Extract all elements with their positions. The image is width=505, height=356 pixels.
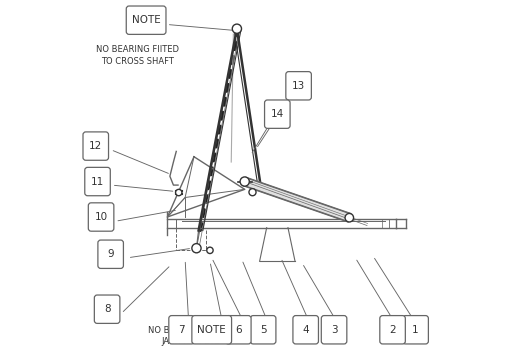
Text: NOTE: NOTE <box>132 15 161 25</box>
FancyBboxPatch shape <box>293 315 319 344</box>
Circle shape <box>232 24 241 33</box>
FancyBboxPatch shape <box>98 240 123 268</box>
FancyBboxPatch shape <box>380 315 406 344</box>
FancyBboxPatch shape <box>169 315 194 344</box>
FancyBboxPatch shape <box>192 315 232 344</box>
Circle shape <box>192 244 201 253</box>
FancyBboxPatch shape <box>94 295 120 323</box>
FancyBboxPatch shape <box>403 315 428 344</box>
Text: 14: 14 <box>271 109 284 119</box>
Text: 5: 5 <box>260 325 267 335</box>
Text: 9: 9 <box>108 249 114 259</box>
FancyBboxPatch shape <box>85 167 110 196</box>
Text: 3: 3 <box>331 325 337 335</box>
Text: 11: 11 <box>91 177 104 187</box>
FancyBboxPatch shape <box>83 132 109 160</box>
Text: 12: 12 <box>89 141 103 151</box>
Text: 8: 8 <box>104 304 111 314</box>
FancyBboxPatch shape <box>286 72 312 100</box>
Text: 6: 6 <box>235 325 241 335</box>
Circle shape <box>345 214 354 222</box>
Text: 1: 1 <box>412 325 419 335</box>
Text: NO BEARING FIITED
TO CROSS SHAFT: NO BEARING FIITED TO CROSS SHAFT <box>96 45 179 66</box>
Circle shape <box>240 177 249 186</box>
FancyBboxPatch shape <box>321 315 347 344</box>
FancyBboxPatch shape <box>265 100 290 129</box>
Text: 10: 10 <box>94 212 108 222</box>
FancyBboxPatch shape <box>88 203 114 231</box>
FancyBboxPatch shape <box>226 315 251 344</box>
Circle shape <box>207 247 213 253</box>
FancyBboxPatch shape <box>250 315 276 344</box>
Text: 7: 7 <box>178 325 185 335</box>
Polygon shape <box>243 178 350 222</box>
Circle shape <box>249 189 256 196</box>
Text: NOTE: NOTE <box>197 325 226 335</box>
Text: 2: 2 <box>389 325 396 335</box>
Text: 4: 4 <box>302 325 309 335</box>
Text: NO BEARING FITTED
JACK RAM EYE: NO BEARING FITTED JACK RAM EYE <box>148 326 233 346</box>
Circle shape <box>176 189 182 196</box>
Text: 13: 13 <box>292 81 305 91</box>
FancyBboxPatch shape <box>126 6 166 35</box>
